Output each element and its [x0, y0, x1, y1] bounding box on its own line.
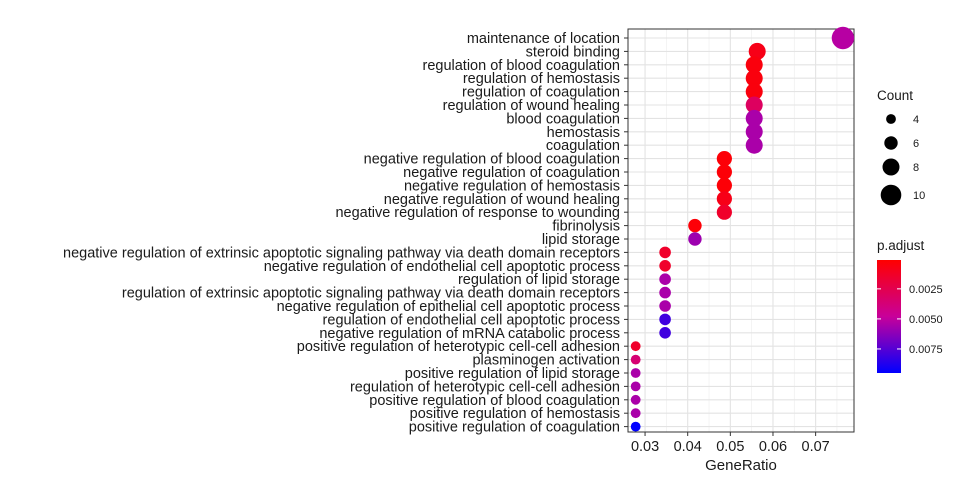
data-point [716, 164, 732, 180]
y-category-label: maintenance of location [467, 31, 620, 47]
data-point [745, 56, 763, 74]
y-category-label: regulation of hemostasis [463, 71, 620, 87]
count-legend-key [880, 184, 902, 206]
data-point [630, 341, 641, 352]
data-point [745, 83, 763, 101]
y-category-label: negative regulation of mRNA catabolic pr… [319, 326, 620, 342]
data-point [630, 368, 641, 378]
data-point [745, 123, 763, 141]
data-point [659, 246, 671, 259]
data-point [748, 42, 766, 60]
data-point [716, 191, 732, 207]
data-point [659, 300, 671, 312]
data-point [659, 327, 671, 339]
data-points [630, 26, 855, 432]
data-point [630, 421, 641, 432]
p-adjust-colorbar [877, 260, 901, 373]
count-legend-key [884, 136, 898, 150]
data-point [630, 381, 641, 392]
x-axis-title: GeneRatio [705, 457, 777, 474]
count-legend-label: 10 [913, 190, 925, 202]
y-category-label: plasminogen activation [472, 353, 620, 369]
y-category-label: negative regulation of endothelial cell … [264, 259, 620, 275]
grid [628, 29, 854, 432]
data-point [659, 286, 671, 299]
y-category-label: negative regulation of extrinsic apoptot… [63, 245, 620, 261]
p-adjust-legend: p.adjust 0.0025 0.0050 0.0075 [877, 238, 943, 373]
y-category-label: positive regulation of heterotypic cell-… [297, 339, 620, 355]
y-category-label: positive regulation of lipid storage [405, 366, 620, 382]
x-tick-label: 0.07 [802, 439, 830, 455]
data-point [688, 218, 702, 233]
count-legend-label: 8 [913, 162, 919, 174]
y-category-label: regulation of wound healing [443, 98, 620, 114]
p-adjust-legend-label: 0.0025 [909, 284, 943, 296]
count-legend-key [886, 114, 896, 124]
data-point [716, 151, 732, 167]
data-point [716, 204, 732, 220]
count-legend: Count 4 6 8 10 [877, 88, 925, 206]
y-category-label: positive regulation of hemostasis [410, 406, 620, 422]
y-category-label: regulation of heterotypic cell-cell adhe… [350, 379, 620, 395]
y-category-label: regulation of endothelial cell apoptotic… [323, 312, 620, 328]
data-point [745, 136, 763, 154]
y-category-label: fibrinolysis [552, 219, 620, 235]
x-axis-ticks: 0.03 0.04 0.05 0.06 0.07 [631, 432, 830, 455]
y-category-label: negative regulation of epithelial cell a… [277, 299, 620, 315]
count-legend-label: 4 [913, 114, 919, 126]
y-category-label: positive regulation of blood coagulation [369, 393, 620, 409]
data-point [630, 408, 641, 419]
y-category-label: regulation of extrinsic apoptotic signal… [122, 286, 620, 302]
plot-panel-border [627, 28, 855, 433]
count-legend-key [882, 158, 900, 176]
y-category-label: negative regulation of wound healing [384, 192, 620, 208]
y-category-label: regulation of coagulation [462, 85, 620, 101]
p-adjust-legend-title: p.adjust [877, 238, 925, 253]
y-category-label: positive regulation of coagulation [409, 420, 620, 436]
y-category-label: negative regulation of coagulation [403, 165, 620, 181]
x-tick-label: 0.03 [631, 439, 659, 455]
data-point [630, 354, 641, 365]
x-tick-label: 0.06 [759, 439, 787, 455]
data-point [659, 313, 671, 326]
data-point [630, 394, 641, 405]
data-point [688, 232, 702, 246]
y-category-label: regulation of blood coagulation [422, 58, 620, 74]
data-point [716, 177, 732, 193]
y-category-label: coagulation [546, 138, 620, 154]
y-category-label: negative regulation of hemostasis [404, 178, 620, 194]
data-point [745, 69, 763, 87]
count-legend-title: Count [877, 88, 913, 103]
y-category-label: blood coagulation [506, 111, 620, 127]
p-adjust-legend-label: 0.0075 [909, 344, 943, 356]
y-category-label: steroid binding [526, 44, 620, 60]
data-point [659, 273, 671, 286]
x-tick-label: 0.04 [674, 439, 702, 455]
y-category-label: regulation of lipid storage [458, 272, 620, 288]
data-point [831, 26, 855, 50]
count-legend-label: 6 [913, 138, 919, 150]
x-tick-label: 0.05 [716, 439, 744, 455]
p-adjust-legend-label: 0.0050 [909, 314, 943, 326]
data-point [659, 260, 671, 272]
y-category-label: lipid storage [542, 232, 620, 248]
y-category-label: negative regulation of blood coagulation [364, 152, 620, 168]
data-point [745, 96, 763, 114]
data-point [745, 109, 763, 127]
y-category-label: hemostasis [547, 125, 620, 141]
y-category-label: negative regulation of response to wound… [335, 205, 620, 221]
